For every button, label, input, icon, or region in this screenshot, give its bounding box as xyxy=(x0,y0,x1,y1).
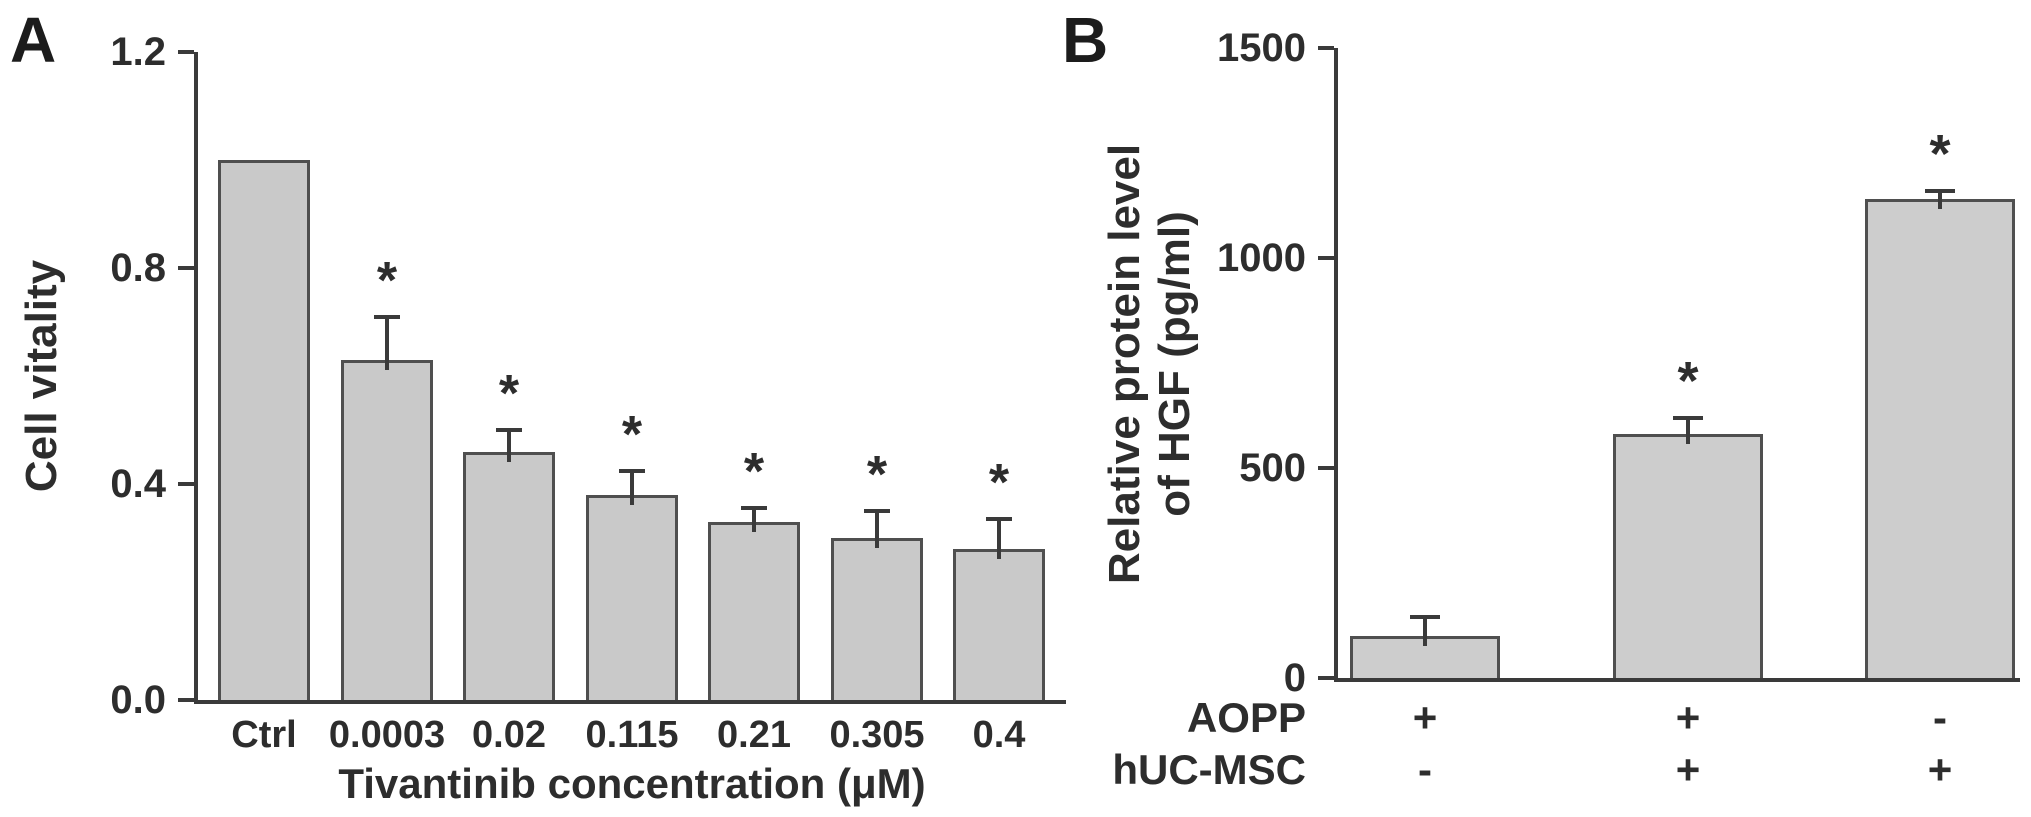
condition-value: + xyxy=(1675,746,1701,793)
x-tick-label: 0.305 xyxy=(829,714,925,756)
bar xyxy=(218,160,310,700)
error-bar-stem xyxy=(1938,190,1942,210)
error-bar-cap xyxy=(496,428,522,432)
y-tick-label: 1000 xyxy=(1217,236,1306,280)
error-bar-stem xyxy=(507,430,511,462)
bar xyxy=(463,451,555,700)
y-tick-label: 0.0 xyxy=(110,678,166,722)
error-bar-cap xyxy=(741,506,767,511)
y-tick xyxy=(1318,466,1334,470)
condition-value: - xyxy=(1933,694,1947,741)
x-tick-label: Ctrl xyxy=(231,714,297,756)
bar xyxy=(1865,199,2015,678)
error-bar-cap xyxy=(1673,415,1703,420)
condition-value: - xyxy=(1418,746,1432,793)
x-tick-label: 0.115 xyxy=(585,714,679,756)
condition-value: + xyxy=(1675,694,1701,741)
y-tick xyxy=(178,698,194,702)
error-bar-cap xyxy=(374,314,400,319)
y-tick xyxy=(178,482,194,486)
x-tick-label: 0.21 xyxy=(717,714,791,756)
error-bar-cap xyxy=(986,517,1012,522)
significance-asterisk: * xyxy=(498,365,520,423)
y-tick-label: 500 xyxy=(1239,446,1306,490)
significance-asterisk: * xyxy=(1677,350,1699,411)
y-tick-label: 0 xyxy=(1283,656,1306,700)
y-tick-label: 1500 xyxy=(1217,26,1306,70)
panel-b-label: B xyxy=(1062,4,1109,76)
y-tick-label: 0.8 xyxy=(110,246,166,290)
significance-asterisk: * xyxy=(988,454,1010,513)
error-bar-stem xyxy=(997,519,1001,559)
y-tick xyxy=(1318,46,1334,50)
x-axis xyxy=(1334,678,2020,682)
error-bar-stem xyxy=(875,511,879,548)
y-tick xyxy=(178,266,194,270)
error-bar-cap xyxy=(1410,615,1440,620)
y-tick xyxy=(178,50,194,54)
error-bar-stem xyxy=(1423,617,1427,646)
x-axis xyxy=(194,700,1066,704)
y-tick xyxy=(1318,676,1334,680)
condition-row-label: AOPP xyxy=(1186,694,1306,741)
error-bar-cap xyxy=(864,509,890,513)
x-axis-label: Tivantinib concentration (μM) xyxy=(338,760,926,807)
y-axis xyxy=(194,52,198,704)
panel-a-label: A xyxy=(10,4,57,76)
error-bar-cap xyxy=(1925,188,1955,193)
y-axis xyxy=(1334,48,1338,682)
bar xyxy=(1613,434,1763,678)
error-bar-cap xyxy=(619,468,645,473)
condition-value: + xyxy=(1412,694,1438,741)
significance-asterisk: * xyxy=(376,251,398,310)
condition-row-label: hUC-MSC xyxy=(1112,746,1306,793)
y-tick-label: 0.4 xyxy=(110,462,166,506)
y-axis-label: Relative protein level of HGF (pg/ml) xyxy=(1100,143,1199,584)
significance-asterisk: * xyxy=(1929,123,1951,184)
y-tick xyxy=(1318,256,1334,260)
x-tick-label: 0.0003 xyxy=(328,714,446,756)
error-bar-stem xyxy=(752,508,756,532)
error-bar-stem xyxy=(1686,417,1690,445)
condition-value: + xyxy=(1927,746,1953,793)
error-bar-stem xyxy=(630,470,634,505)
significance-asterisk: * xyxy=(621,405,643,464)
x-tick-label: 0.02 xyxy=(472,714,546,756)
error-bar-stem xyxy=(385,316,389,370)
significance-asterisk: * xyxy=(866,446,888,504)
bar xyxy=(831,538,923,700)
significance-asterisk: * xyxy=(743,443,765,502)
y-tick-label: 1.2 xyxy=(110,30,166,74)
x-tick-label: 0.4 xyxy=(972,714,1026,756)
bar xyxy=(586,494,678,700)
